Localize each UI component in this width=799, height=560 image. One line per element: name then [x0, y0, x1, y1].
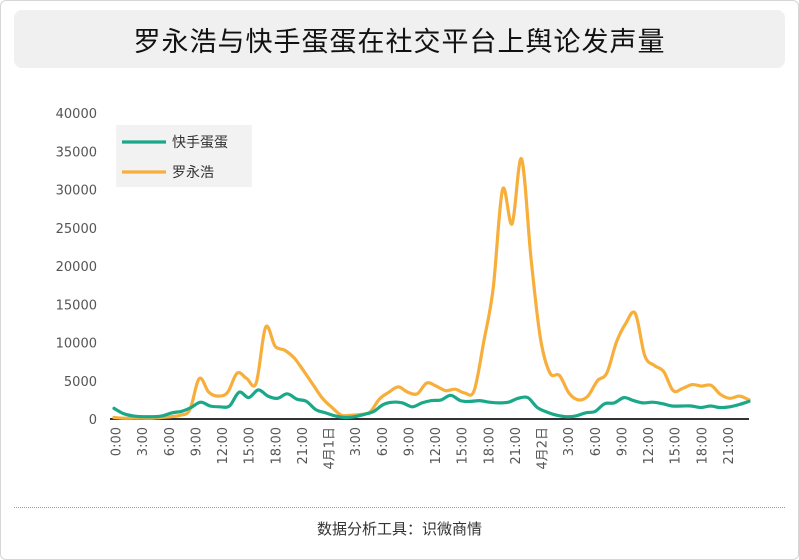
y-tick-label: 15000 [56, 298, 97, 313]
y-tick-label: 25000 [56, 222, 97, 237]
title-bar: 罗永浩与快手蛋蛋在社交平台上舆论发声量 [14, 10, 785, 68]
x-tick-label: 6:00 [376, 427, 391, 456]
line-chart: 0 5000 10000 15000 20000 25000 30000 35000 40000… [56, 107, 751, 470]
x-tick-label: 18:00 [269, 427, 284, 464]
x-tick-label: 21:00 [296, 427, 311, 464]
x-tick-label: 15:00 [669, 427, 684, 464]
x-tick-label: 9:00 [615, 427, 630, 456]
x-tick-label: 3:00 [562, 427, 577, 456]
y-tick-label: 30000 [56, 184, 97, 199]
x-tick-label: 12:00 [216, 427, 231, 464]
x-tick-label: 9:00 [402, 427, 417, 456]
x-tick-label: 9:00 [189, 427, 204, 456]
series-line-1 [112, 157, 751, 420]
x-tick-label: 18:00 [695, 427, 710, 464]
series-line-0 [112, 388, 751, 420]
footer-source: 数据分析工具：识微商情 [316, 520, 482, 538]
y-tick-label: 20000 [56, 260, 97, 275]
x-tick-label: 4月1日 [323, 427, 338, 470]
x-tick-label: 6:00 [589, 427, 604, 456]
x-tick-label: 12:00 [429, 427, 444, 464]
x-tick-label: 18:00 [482, 427, 497, 464]
y-tick-label: 10000 [56, 337, 97, 352]
y-tick-label: 5000 [64, 375, 97, 390]
y-tick-label: 40000 [56, 107, 97, 122]
x-tick-label: 3:00 [136, 427, 151, 456]
y-tick-label: 35000 [56, 145, 97, 160]
x-tick-label: 15:00 [243, 427, 258, 464]
x-tick-label: 0:00 [110, 427, 125, 456]
x-tick-label: 3:00 [349, 427, 364, 456]
chart-title: 罗永浩与快手蛋蛋在社交平台上舆论发声量 [133, 26, 666, 58]
footer-divider [14, 507, 785, 508]
x-tick-label: 4月2日 [536, 427, 551, 470]
x-tick-label: 15:00 [456, 427, 471, 464]
x-tick-label: 21:00 [722, 427, 737, 464]
x-tick-label: 21:00 [509, 427, 524, 464]
legend-label-0: 快手蛋蛋 [172, 135, 228, 151]
legend-label-1: 罗永浩 [172, 165, 214, 181]
legend-box [116, 125, 252, 187]
x-tick-label: 12:00 [642, 427, 657, 464]
x-tick-label: 6:00 [163, 427, 178, 456]
y-tick-label: 0 [89, 413, 97, 428]
